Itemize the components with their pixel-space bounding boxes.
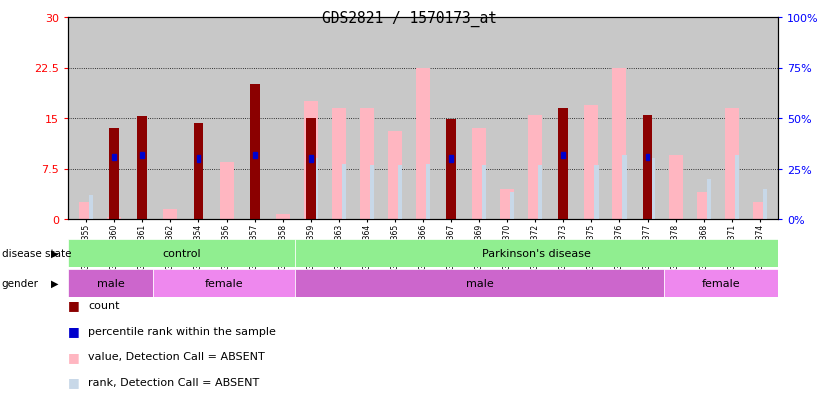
Text: value, Detection Call = ABSENT: value, Detection Call = ABSENT [88, 351, 265, 361]
Text: male: male [466, 278, 494, 288]
Bar [668, 156, 682, 219]
Text: count: count [88, 300, 120, 310]
Text: rank, Detection Call = ABSENT: rank, Detection Call = ABSENT [88, 377, 259, 387]
Bar [482, 166, 486, 219]
Bar [707, 179, 711, 219]
Bar [306, 119, 316, 219]
Text: control: control [162, 248, 201, 259]
Bar [342, 164, 346, 219]
Bar [510, 192, 515, 219]
Bar [753, 203, 766, 219]
Bar [219, 162, 234, 219]
Bar [762, 189, 767, 219]
Bar [538, 166, 542, 219]
Bar [295, 269, 664, 297]
Text: gender: gender [2, 278, 38, 288]
Bar [449, 156, 453, 162]
Bar [332, 109, 346, 219]
Bar [561, 152, 565, 159]
Bar [735, 156, 739, 219]
Bar [613, 68, 627, 219]
Bar [68, 269, 153, 297]
Bar [360, 109, 374, 219]
Text: ■: ■ [68, 350, 79, 363]
Bar [664, 269, 778, 297]
Bar [370, 166, 374, 219]
Bar [137, 117, 147, 219]
Bar [398, 166, 402, 219]
Bar [313, 159, 318, 219]
Bar [194, 124, 204, 219]
Text: disease state: disease state [2, 248, 71, 259]
Bar [595, 166, 599, 219]
Bar [253, 152, 257, 159]
Bar [89, 196, 93, 219]
Text: female: female [204, 278, 244, 288]
Text: percentile rank within the sample: percentile rank within the sample [88, 326, 276, 336]
Bar [622, 156, 627, 219]
Bar [559, 109, 569, 219]
Bar [295, 240, 778, 267]
Bar [68, 240, 295, 267]
Text: male: male [97, 278, 124, 288]
Bar [643, 115, 653, 219]
Bar [500, 189, 515, 219]
Bar [584, 105, 599, 219]
Bar [426, 164, 430, 219]
Bar [141, 152, 144, 159]
Text: ■: ■ [68, 299, 79, 312]
Bar [725, 109, 739, 219]
Text: Parkinson's disease: Parkinson's disease [482, 248, 591, 259]
Bar [112, 154, 116, 161]
Bar [107, 218, 121, 219]
Bar [697, 192, 711, 219]
Bar [79, 203, 93, 219]
Bar [528, 115, 542, 219]
Text: ■: ■ [68, 375, 79, 389]
Text: ▶: ▶ [51, 278, 58, 288]
Bar [249, 85, 259, 219]
Bar [388, 132, 402, 219]
Bar [196, 156, 200, 162]
Text: female: female [702, 278, 740, 288]
Bar [153, 269, 295, 297]
Bar [110, 129, 119, 219]
Bar [308, 156, 312, 162]
Bar [645, 154, 649, 161]
Text: ■: ■ [68, 324, 79, 337]
Bar [276, 215, 290, 219]
Bar [446, 120, 456, 219]
Bar [164, 209, 178, 219]
Bar [472, 129, 486, 219]
Text: ▶: ▶ [51, 248, 58, 259]
Bar [650, 159, 654, 219]
Bar [303, 102, 317, 219]
Text: GDS2821 / 1570173_at: GDS2821 / 1570173_at [321, 10, 497, 26]
Bar [416, 68, 430, 219]
